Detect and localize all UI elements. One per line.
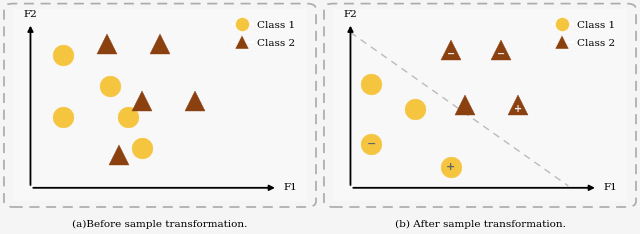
Text: F2: F2 xyxy=(24,10,37,19)
Text: F1: F1 xyxy=(604,183,618,192)
Text: (a)Before sample transformation.: (a)Before sample transformation. xyxy=(72,220,248,229)
Text: +: + xyxy=(514,104,522,114)
Text: F1: F1 xyxy=(284,183,298,192)
Text: −: − xyxy=(447,48,454,58)
Text: (b) After sample transformation.: (b) After sample transformation. xyxy=(395,220,565,229)
Text: F2: F2 xyxy=(344,10,357,19)
Text: −: − xyxy=(366,139,376,149)
Legend: Class 1, Class 2: Class 1, Class 2 xyxy=(548,16,619,52)
Legend: Class 1, Class 2: Class 1, Class 2 xyxy=(228,16,299,52)
Text: +: + xyxy=(446,162,455,172)
Text: −: − xyxy=(497,48,505,58)
